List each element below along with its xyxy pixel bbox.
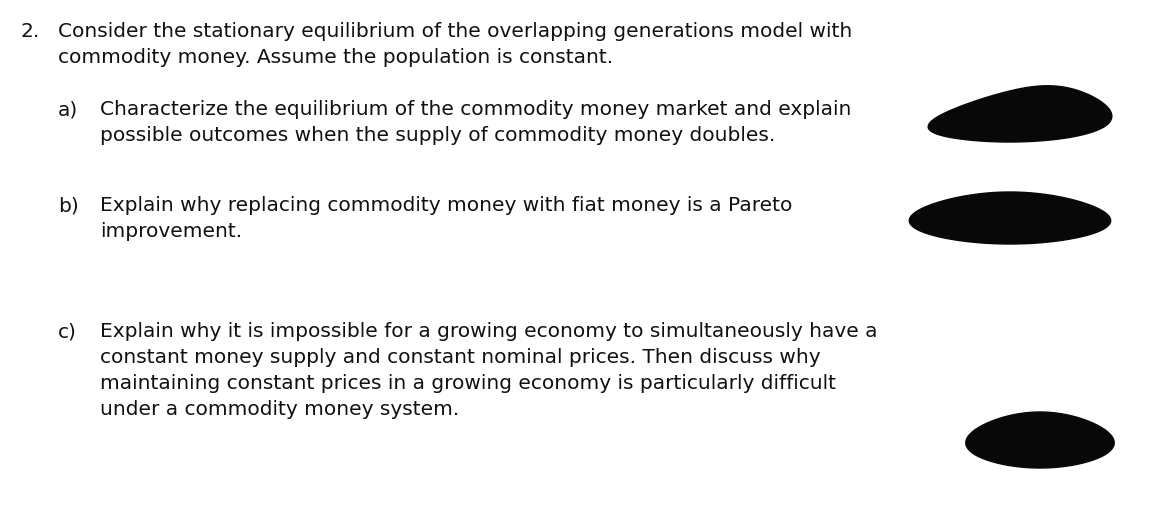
Polygon shape [966, 412, 1114, 468]
Text: Explain why replacing commodity money with fiat money is a Pareto: Explain why replacing commodity money wi… [100, 196, 792, 215]
Polygon shape [929, 86, 1112, 142]
Text: under a commodity money system.: under a commodity money system. [100, 400, 459, 419]
Text: improvement.: improvement. [100, 222, 242, 241]
Text: b): b) [58, 196, 78, 215]
Text: maintaining constant prices in a growing economy is particularly difficult: maintaining constant prices in a growing… [100, 374, 836, 393]
Text: Consider the stationary equilibrium of the overlapping generations model with: Consider the stationary equilibrium of t… [58, 22, 853, 41]
Polygon shape [910, 192, 1111, 244]
Text: commodity money. Assume the population is constant.: commodity money. Assume the population i… [58, 48, 613, 67]
Text: 2.: 2. [20, 22, 40, 41]
Text: a): a) [58, 100, 78, 119]
Text: c): c) [58, 322, 77, 341]
Text: possible outcomes when the supply of commodity money doubles.: possible outcomes when the supply of com… [100, 126, 776, 145]
Text: Characterize the equilibrium of the commodity money market and explain: Characterize the equilibrium of the comm… [100, 100, 851, 119]
Text: constant money supply and constant nominal prices. Then discuss why: constant money supply and constant nomin… [100, 348, 821, 367]
Text: Explain why it is impossible for a growing economy to simultaneously have a: Explain why it is impossible for a growi… [100, 322, 877, 341]
